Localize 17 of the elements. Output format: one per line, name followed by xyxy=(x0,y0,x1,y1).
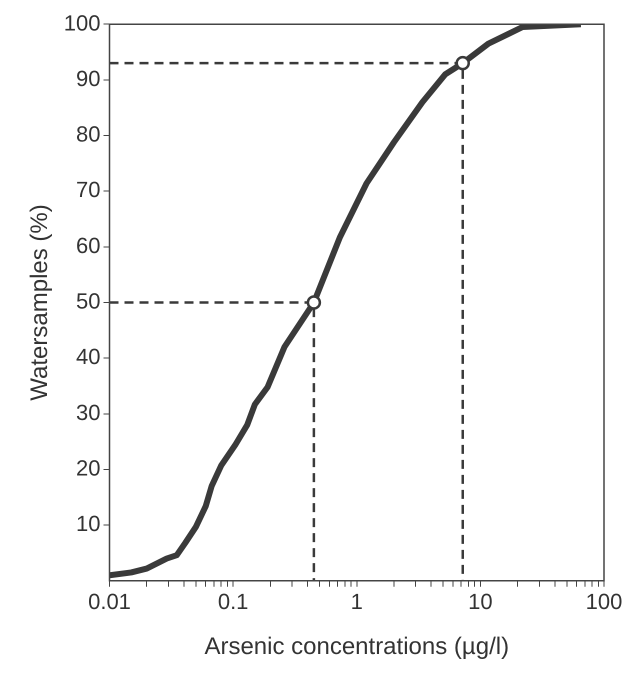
x-axis-title: Arsenic concentrations (µg/l) xyxy=(204,633,510,660)
x-tick-label: 10 xyxy=(468,589,493,614)
x-tick-label: 100 xyxy=(586,589,622,614)
y-axis-title: Watersamples (%) xyxy=(26,204,54,401)
y-tick-label: 90 xyxy=(76,66,101,91)
y-tick-label: 20 xyxy=(76,456,101,481)
y-tick-label: 100 xyxy=(64,10,101,36)
y-tick-label: 30 xyxy=(76,400,101,425)
y-tick-label: 10 xyxy=(76,511,101,536)
y-tick-label: 70 xyxy=(76,177,101,202)
x-tick-label: 0.1 xyxy=(218,589,248,614)
y-tick-label: 40 xyxy=(76,344,101,370)
y-tick-label: 60 xyxy=(76,232,101,258)
y-tick-label: 80 xyxy=(76,122,101,147)
x-tick-label: 1 xyxy=(350,589,363,614)
x-tick-label: 0.01 xyxy=(88,589,131,614)
y-tick-label: 50 xyxy=(76,288,101,314)
